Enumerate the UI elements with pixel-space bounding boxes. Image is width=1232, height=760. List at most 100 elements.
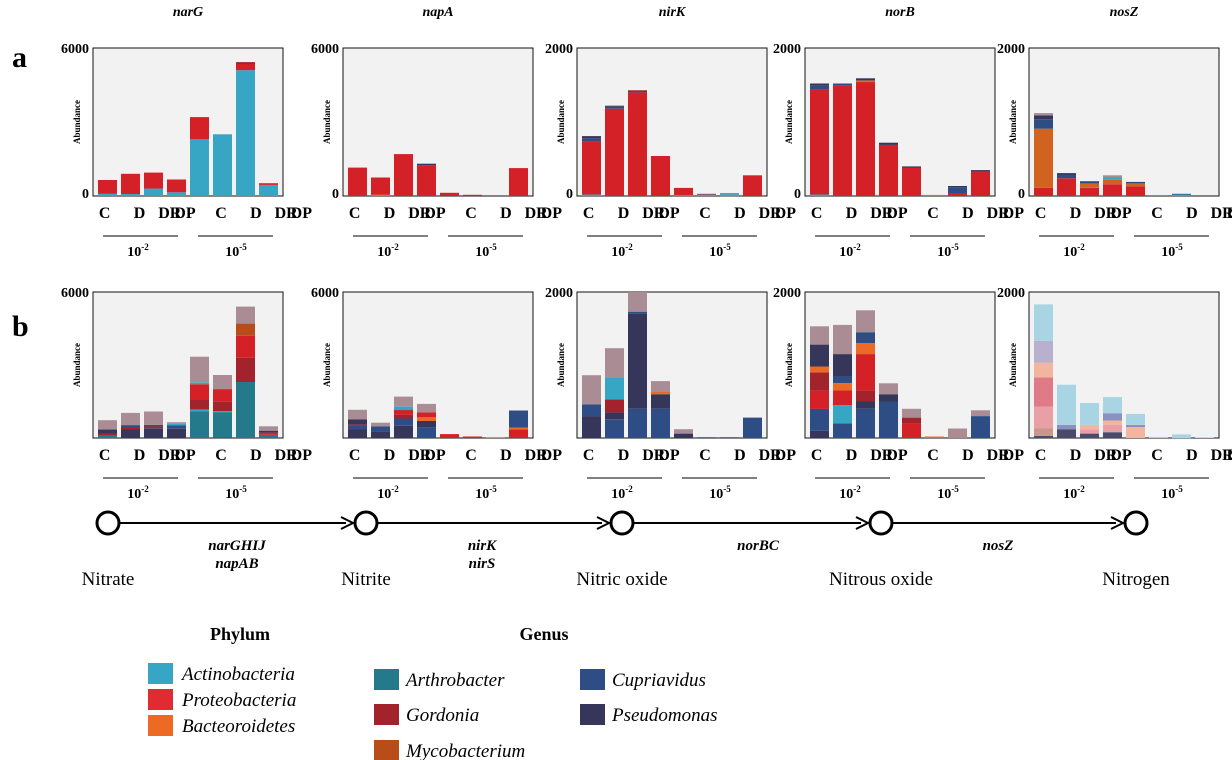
bar-segment xyxy=(121,194,140,196)
x-tick-label: DR xyxy=(987,447,1011,464)
bar-segment xyxy=(971,171,990,196)
bar-segment xyxy=(190,356,209,383)
bar-segment xyxy=(417,417,436,421)
bar-segment xyxy=(1103,397,1122,414)
legend-swatch xyxy=(148,689,173,710)
chart-title: nosZ xyxy=(1110,5,1139,20)
bar-segment xyxy=(348,167,367,196)
bar-segment xyxy=(190,139,209,196)
bar-segment xyxy=(1080,187,1099,196)
x-tick-label: C xyxy=(349,447,361,464)
y-tick-label: 2000 xyxy=(997,42,1025,57)
chart-a-5: nosZ20000AbundanceCDDRDPCDDRDP xyxy=(997,5,1232,237)
bar-segment xyxy=(948,428,967,438)
bar-segment xyxy=(417,403,436,413)
legend-swatch xyxy=(580,704,605,725)
bar-segment xyxy=(167,423,186,426)
bar-segment xyxy=(879,383,898,395)
bar-segment xyxy=(1126,183,1145,187)
bar-segment xyxy=(879,401,898,438)
bar-segment xyxy=(856,354,875,391)
bar-segment xyxy=(628,313,647,409)
bar-segment xyxy=(743,175,762,196)
x-tick-label: DP xyxy=(775,447,797,464)
bar-segment xyxy=(121,429,140,438)
bar-segment xyxy=(1103,184,1122,196)
arrowhead xyxy=(1110,516,1126,530)
bar-segment xyxy=(1172,193,1191,195)
bar-segment xyxy=(925,194,944,196)
x-tick-label: DP xyxy=(541,447,563,464)
bar-segment xyxy=(394,425,413,438)
bar-segment xyxy=(856,332,875,344)
x-tick-label: DP xyxy=(658,447,680,464)
pathway-node xyxy=(1123,510,1149,536)
pathway-node-label: Nitrate xyxy=(82,569,135,590)
bar-segment xyxy=(190,411,209,438)
bar-segment xyxy=(394,418,413,426)
bar-segment xyxy=(1034,115,1053,120)
legend-label: Actinobacteria xyxy=(180,664,295,685)
x-tick-label: DR xyxy=(642,447,666,464)
x-tick-label: DP xyxy=(1110,205,1132,222)
gene-label: nosZ xyxy=(983,538,1014,554)
y-axis-label: Abundance xyxy=(1008,343,1018,387)
group-label: 10-5 xyxy=(225,484,247,502)
x-tick-label: DP xyxy=(886,447,908,464)
bar-segment xyxy=(1080,403,1099,425)
bar-segment xyxy=(720,437,739,438)
chart-title: narG xyxy=(173,5,203,20)
bar-segment xyxy=(236,64,255,71)
x-tick-label: C xyxy=(99,205,111,222)
x-tick-label: DP xyxy=(1227,447,1232,464)
group-label: 10-5 xyxy=(709,484,731,502)
bar-segment xyxy=(902,417,921,424)
bar-segment xyxy=(948,187,967,193)
y-tick-label: 2000 xyxy=(773,286,801,301)
gene-label: nirS xyxy=(469,556,496,572)
x-tick-label: DR xyxy=(275,447,299,464)
bar-segment xyxy=(236,70,255,196)
bar-segment xyxy=(971,410,990,417)
panel-label-b: b xyxy=(12,310,29,343)
bar-segment xyxy=(144,188,163,196)
bar-segment xyxy=(1126,186,1145,196)
x-tick-label: DR xyxy=(525,205,549,222)
bar-segment xyxy=(605,348,624,378)
y-tick-label: 2000 xyxy=(545,286,573,301)
legend-label: Arthrobacter xyxy=(404,670,505,691)
bar-segment xyxy=(144,426,163,429)
bar-segment xyxy=(190,409,209,412)
x-tick-label: D xyxy=(846,447,858,464)
bar-segment xyxy=(394,414,413,419)
bar-segment xyxy=(856,82,875,196)
y-tick-label: 0 xyxy=(82,187,89,202)
y-axis-label: Abundance xyxy=(556,343,566,387)
legend-phylum-title: Phylum xyxy=(210,624,270,644)
bar-segment xyxy=(167,425,186,429)
legend-label: Bacteoroidetes xyxy=(182,716,295,737)
bar-segment xyxy=(1103,420,1122,425)
arrowhead xyxy=(340,516,356,530)
x-tick-label: DR xyxy=(525,447,549,464)
x-tick-label: DP xyxy=(1003,447,1025,464)
plot-area xyxy=(342,291,534,439)
y-axis-label: Abundance xyxy=(556,100,566,144)
gene-label: narGHIJ xyxy=(208,538,266,554)
plot-area xyxy=(1028,47,1220,197)
y-tick-label: 6000 xyxy=(311,42,339,57)
bar-segment xyxy=(98,433,117,436)
bar-segment xyxy=(833,390,852,406)
x-tick-label: D xyxy=(134,447,146,464)
x-tick-label: DP xyxy=(1110,447,1132,464)
bar-segment xyxy=(856,343,875,354)
x-tick-label: DP xyxy=(174,205,196,222)
bar-segment xyxy=(1080,183,1099,188)
bar-segment xyxy=(1057,384,1076,425)
legend-label: Pseudomonas xyxy=(611,705,718,726)
bar-segment xyxy=(628,90,647,93)
bar-segment xyxy=(674,429,693,434)
bar-segment xyxy=(605,106,624,109)
